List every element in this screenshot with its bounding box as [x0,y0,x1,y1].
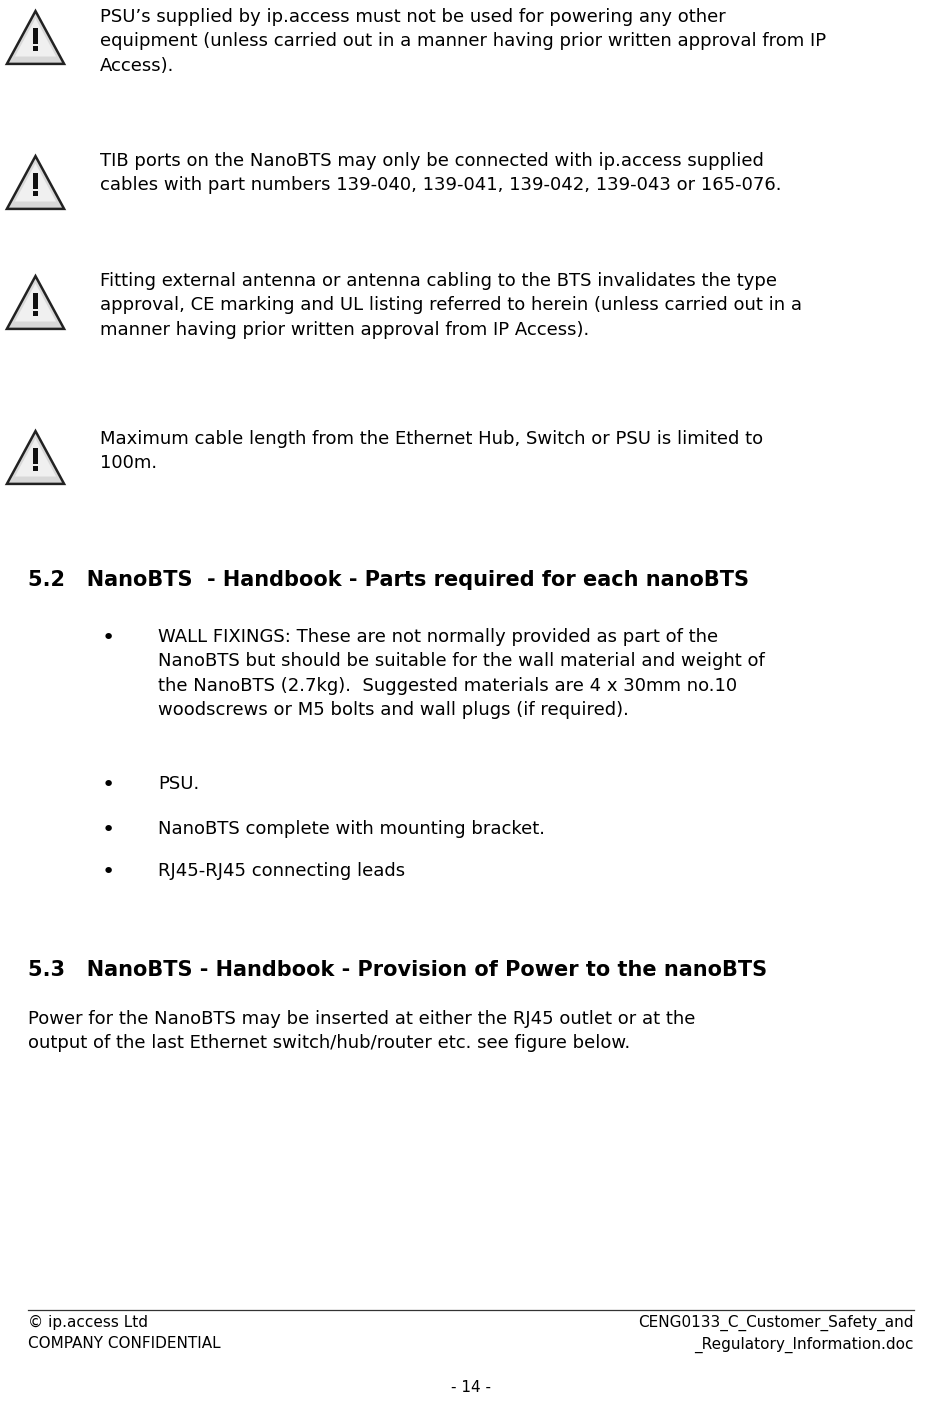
Text: •: • [102,775,115,794]
Text: RJ45-RJ45 connecting leads: RJ45-RJ45 connecting leads [158,862,405,879]
Bar [33,293,39,309]
Text: Maximum cable length from the Ethernet Hub, Switch or PSU is limited to
100m.: Maximum cable length from the Ethernet H… [100,430,763,473]
Text: CENG0133_C_Customer_Safety_and
_Regulatory_Information.doc: CENG0133_C_Customer_Safety_and _Regulato… [639,1315,914,1354]
Text: 5.2   NanoBTS  - Handbook - Parts required for each nanoBTS: 5.2 NanoBTS - Handbook - Parts required … [28,571,749,590]
Text: WALL FIXINGS: These are not normally provided as part of the
NanoBTS but should : WALL FIXINGS: These are not normally pro… [158,629,765,719]
Polygon shape [15,439,57,477]
Text: •: • [102,862,115,882]
Bar [33,191,39,197]
Text: PSU.: PSU. [158,775,200,793]
Text: © ip.access Ltd
COMPANY CONFIDENTIAL: © ip.access Ltd COMPANY CONFIDENTIAL [28,1315,220,1351]
Polygon shape [7,11,64,64]
Bar [33,447,39,464]
Bar [33,45,39,51]
Text: PSU’s supplied by ip.access must not be used for powering any other
equipment (u: PSU’s supplied by ip.access must not be … [100,8,826,75]
Bar [33,27,39,44]
Text: TIB ports on the NanoBTS may only be connected with ip.access supplied
cables wi: TIB ports on the NanoBTS may only be con… [100,152,782,194]
Text: Power for the NanoBTS may be inserted at either the RJ45 outlet or at the
output: Power for the NanoBTS may be inserted at… [28,1010,695,1052]
Bar [33,466,39,472]
Polygon shape [15,18,57,57]
Text: Fitting external antenna or antenna cabling to the BTS invalidates the type
appr: Fitting external antenna or antenna cabl… [100,272,802,338]
Bar [33,310,39,316]
Polygon shape [15,163,57,201]
Text: NanoBTS complete with mounting bracket.: NanoBTS complete with mounting bracket. [158,820,545,838]
Text: •: • [102,629,115,649]
Text: - 14 -: - 14 - [451,1381,491,1395]
Text: •: • [102,820,115,840]
Bar [33,173,39,190]
Polygon shape [7,156,64,210]
Text: 5.3   NanoBTS - Handbook - Provision of Power to the nanoBTS: 5.3 NanoBTS - Handbook - Provision of Po… [28,960,767,980]
Polygon shape [15,283,57,321]
Polygon shape [7,430,64,484]
Polygon shape [7,276,64,329]
